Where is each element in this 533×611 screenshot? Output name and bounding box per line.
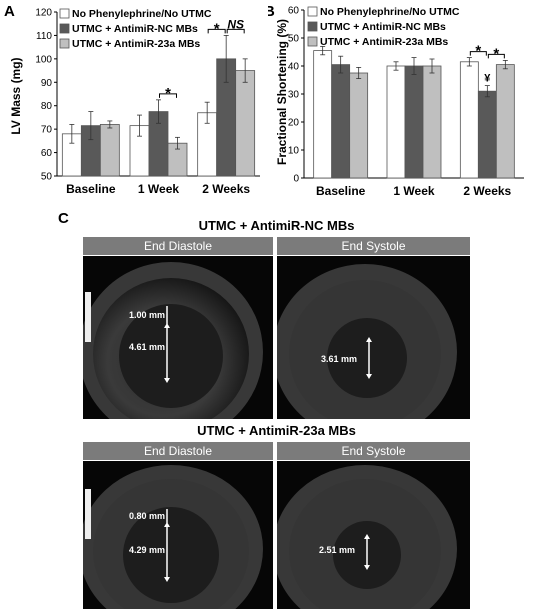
y-tick-label: 0: [293, 174, 299, 185]
panel-letter-a: A: [4, 3, 15, 20]
x-tick-label: 2 Weeks: [202, 182, 250, 196]
panel-letter-c: C: [58, 210, 69, 227]
significance-bracket: [487, 53, 505, 59]
bar: [99, 124, 120, 177]
y-tick-label: 90: [41, 78, 53, 89]
y-tick-label: 110: [36, 31, 52, 42]
x-tick-label: Baseline: [316, 184, 366, 198]
y-tick-label: 60: [288, 6, 300, 17]
y-tick-label: 50: [288, 34, 300, 45]
y-tick-label: 100: [35, 54, 52, 65]
group-title-nc: UTMC + AntimiR-NC MBs: [198, 218, 355, 233]
bar: [386, 65, 406, 179]
diastole-wall-label: 0.80 mm: [129, 511, 165, 521]
header-systole-nc: End Systole: [277, 237, 470, 255]
arrow-head: [364, 565, 370, 570]
legend-swatch: [307, 21, 318, 32]
systole-cavity-label: 3.61 mm: [321, 354, 357, 364]
legend-swatch: [59, 38, 70, 49]
echo-render: 0.80 mm 4.29 mm: [83, 461, 273, 609]
echo-image-diastole-23a: 0.80 mm 4.29 mm: [83, 461, 273, 609]
y-tick-label: 30: [288, 90, 300, 101]
y-tick-label: 60: [41, 148, 53, 159]
diastole-cavity-label: 4.29 mm: [129, 545, 165, 555]
echo-render: 2.51 mm: [277, 461, 470, 609]
significance-label: *: [475, 43, 481, 60]
y-tick-label: 20: [288, 118, 300, 129]
chart-b: B Fractional Shortening (%) 0 10 20 30 40 50 6…: [268, 3, 524, 198]
legend-label: UTMC + AntimiR-23a MBs: [320, 36, 448, 48]
y-tick-label: 40: [288, 62, 300, 73]
arrow-head: [366, 337, 372, 342]
diastole-cavity-label: 4.61 mm: [129, 342, 165, 352]
significance-bracket: [159, 93, 177, 98]
legend-label: UTMC + AntimiR-NC MBs: [320, 21, 446, 33]
bar: [235, 70, 256, 177]
legend-label: No Phenylephrine/No UTMC: [320, 6, 460, 18]
header-diastole-nc: End Diastole: [83, 237, 273, 255]
bar: [477, 90, 497, 179]
y-tick-label: 10: [288, 146, 300, 157]
chart-a: A LV Mass (mg) 50 60 70 80 90 100 110 120 Baseli…: [4, 3, 260, 196]
legend-swatch: [59, 23, 70, 34]
echo-image-systole-nc: 3.61 mm: [277, 256, 470, 419]
bar: [495, 64, 515, 179]
arrow-head: [366, 374, 372, 379]
significance-label: *: [214, 20, 220, 37]
echo-render: 1.00 mm 4.61 mm: [83, 256, 273, 419]
arrow-head: [364, 534, 370, 539]
bar: [459, 61, 479, 179]
legend-swatch: [307, 6, 318, 17]
panel-letter-b: B: [268, 3, 275, 20]
x-tick-label: 1 Week: [138, 182, 179, 196]
significance-label: *: [493, 45, 499, 62]
y-tick-label: 50: [41, 172, 53, 183]
arrow-head: [164, 577, 170, 582]
significance-bracket: [226, 28, 245, 34]
bar: [313, 50, 333, 179]
bar: [331, 64, 351, 179]
chart-a-ylabel: LV Mass (mg): [9, 57, 23, 134]
group-title-23a: UTMC + AntimiR-23a MBs: [197, 423, 356, 438]
legend-label: No Phenylephrine/No UTMC: [72, 8, 212, 20]
echo-image-systole-23a: 2.51 mm: [277, 461, 470, 609]
y-tick-label: 120: [35, 8, 52, 19]
systole-cavity-label: 2.51 mm: [319, 545, 355, 555]
x-tick-label: 1 Week: [393, 184, 434, 198]
echo-render: 3.61 mm: [277, 256, 470, 419]
bar: [404, 65, 424, 179]
legend-swatch: [307, 36, 318, 47]
bar: [422, 65, 442, 179]
significance-bracket: [207, 28, 226, 34]
header-systole-23a: End Systole: [277, 442, 470, 460]
legend-label: UTMC + AntimiR-NC MBs: [72, 23, 198, 35]
arrow-head: [164, 323, 170, 328]
legend-swatch: [59, 8, 70, 19]
x-tick-label: 2 Weeks: [463, 184, 511, 198]
y-tick-label: 70: [41, 125, 53, 136]
bar: [349, 72, 369, 179]
significance-label: NS: [227, 17, 244, 31]
header-diastole-23a: End Diastole: [83, 442, 273, 460]
arrow-head: [164, 522, 170, 527]
y-tick-label: 80: [41, 101, 53, 112]
chart-b-ylabel: Fractional Shortening (%): [275, 19, 289, 165]
echo-image-diastole-nc: 1.00 mm 4.61 mm: [83, 256, 273, 419]
x-tick-label: Baseline: [66, 182, 116, 196]
significance-label: *: [165, 85, 171, 102]
legend-label: UTMC + AntimiR-23a MBs: [72, 38, 200, 50]
significance-bracket: [469, 51, 487, 56]
diastole-wall-label: 1.00 mm: [129, 310, 165, 320]
annotation-symbol: ¥: [484, 73, 491, 85]
arrow-head: [164, 378, 170, 383]
